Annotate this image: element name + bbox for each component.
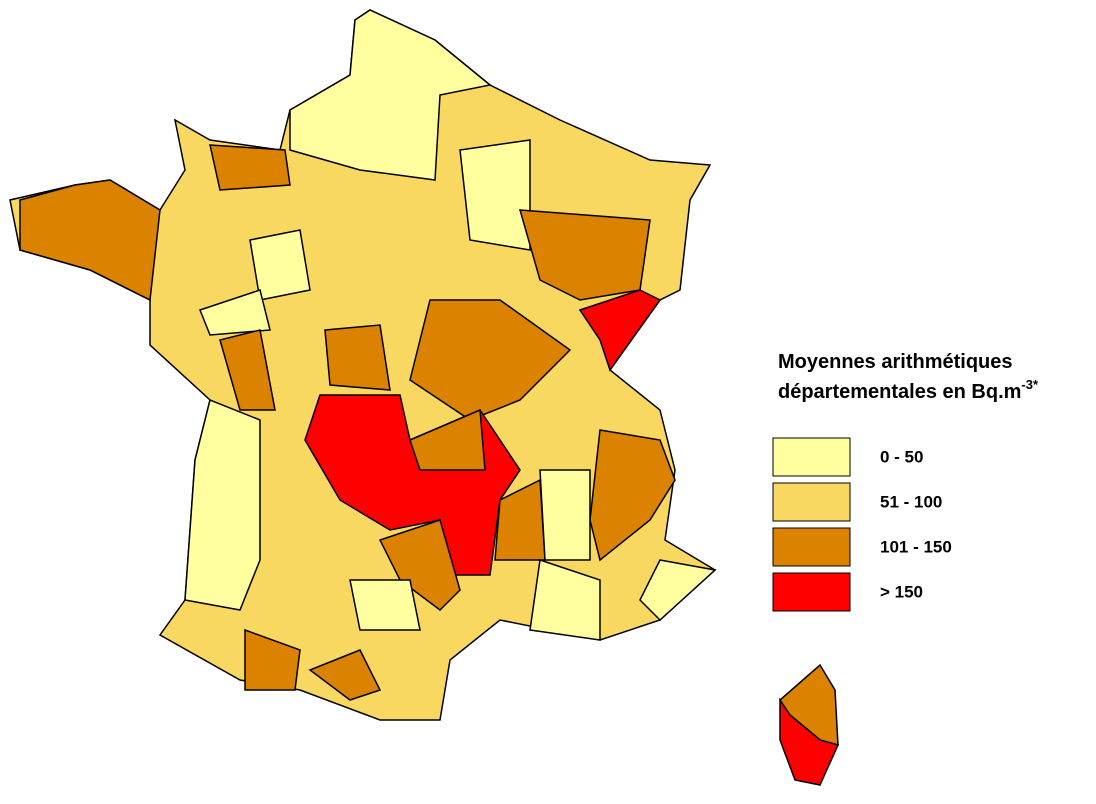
department-group <box>209 144 291 191</box>
department-group <box>219 329 276 411</box>
legend-swatch <box>772 482 851 522</box>
department-group <box>529 559 601 641</box>
legend-title-line: Moyennes arithmétiques <box>778 351 1013 373</box>
department-group <box>409 408 486 471</box>
department-group <box>199 289 271 336</box>
legend-label: 0 - 50 <box>880 447 923 466</box>
department-group <box>459 139 531 251</box>
legend-label: > 150 <box>880 582 923 601</box>
map <box>9 9 840 786</box>
department-group <box>539 469 591 561</box>
legend-title-superscript: -3* <box>1021 377 1039 392</box>
legend-swatch <box>772 527 851 567</box>
legend-swatch <box>772 572 851 612</box>
department-group <box>639 559 717 622</box>
department-group <box>779 697 840 786</box>
department-group <box>518 209 651 301</box>
legend-label: 101 - 150 <box>880 537 952 556</box>
department-group <box>244 628 301 691</box>
department-group <box>349 579 421 631</box>
legend-title-line: départementales en Bq.m-3* <box>778 377 1039 403</box>
department-group <box>409 299 572 421</box>
department-group <box>184 398 261 611</box>
department-group <box>578 289 662 372</box>
department-group <box>324 324 391 391</box>
legend-label: 51 - 100 <box>880 492 942 511</box>
department-group <box>249 229 311 301</box>
legend-swatch <box>772 437 851 477</box>
department-group <box>378 519 461 611</box>
legend: Moyennes arithmétiques départementales e… <box>772 351 1039 612</box>
department-group <box>308 649 382 701</box>
department-group <box>289 9 492 181</box>
legend-title-text: départementales en Bq.m <box>778 381 1021 403</box>
department-group <box>19 179 161 302</box>
